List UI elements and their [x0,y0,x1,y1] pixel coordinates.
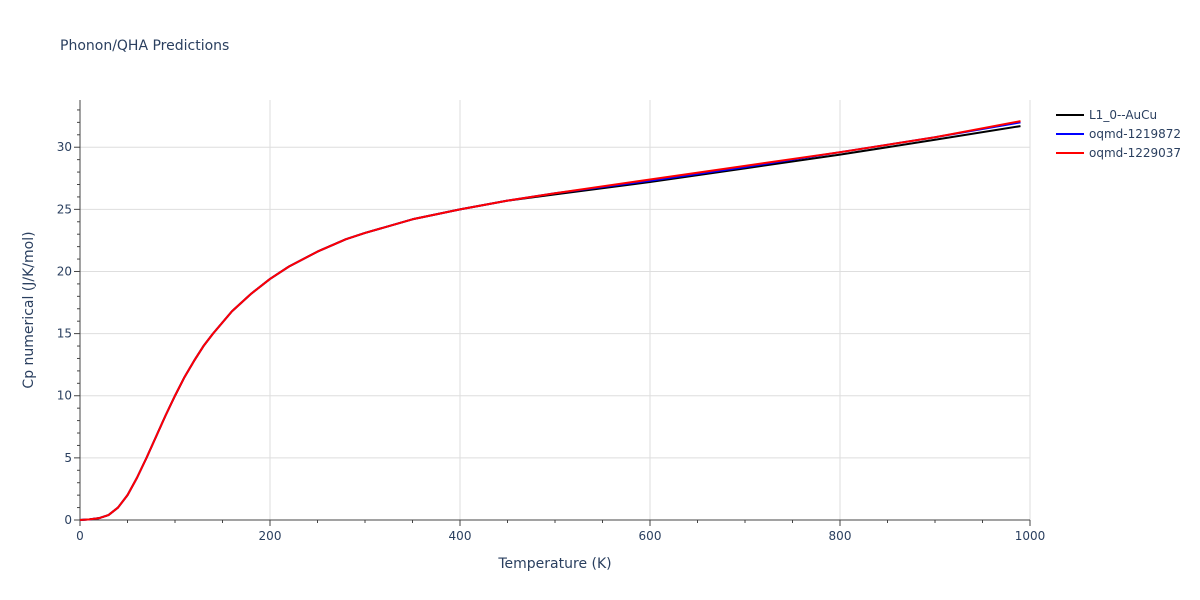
x-tick-label: 600 [639,529,662,543]
x-tick-label: 400 [449,529,472,543]
x-tick-label: 200 [259,529,282,543]
axes: 0 200 400 600 800 1000 0 5 10 15 20 25 30 [57,100,1046,543]
series-lines [79,120,1021,521]
y-tick-label: 25 [57,202,72,216]
series-line-3 [79,120,1021,521]
chart-title: Phonon/QHA Predictions [60,38,229,54]
legend-label: oqmd-1229037 [1089,146,1181,160]
legend-label: L1_0--AuCu [1089,108,1157,122]
y-tick-label: 10 [57,389,72,403]
legend-label: oqmd-1219872 [1089,127,1181,141]
x-axis-label: Temperature (K) [497,556,611,572]
x-tick-label: 1000 [1015,529,1046,543]
x-tick-label: 800 [829,529,852,543]
y-tick-label: 15 [57,327,72,341]
y-tick-label: 0 [64,513,72,527]
gridlines [80,100,1031,520]
y-tick-label: 5 [64,451,72,465]
legend: L1_0--AuCu oqmd-1219872 oqmd-1229037 [1056,108,1181,160]
y-tick-label: 30 [57,140,72,154]
y-tick-label: 20 [57,264,72,278]
x-tick-label: 0 [76,529,84,543]
y-axis-label: Cp numerical (J/K/mol) [21,231,37,388]
